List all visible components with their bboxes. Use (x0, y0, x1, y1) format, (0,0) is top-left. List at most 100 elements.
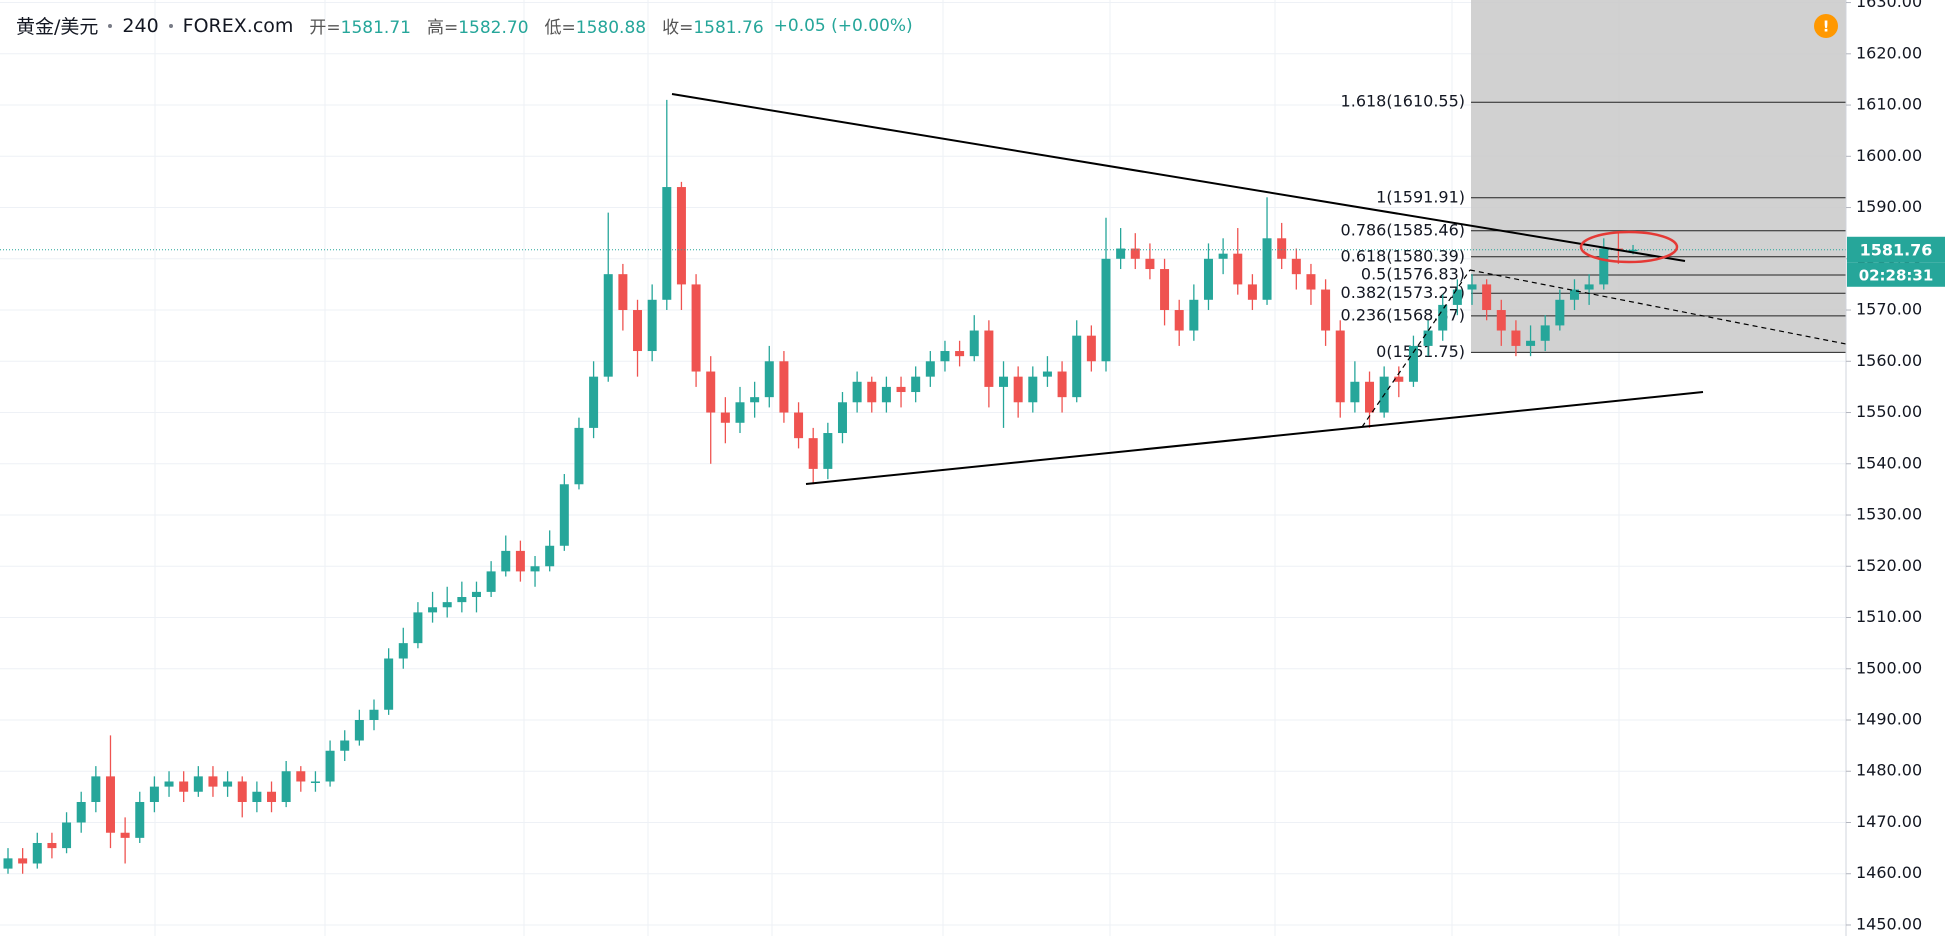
candle-body (706, 371, 716, 413)
fibonacci: 1.618(1610.55) 1(1591.91) 0.786(1585.46) 0.… (1341, 0, 1846, 361)
dashed-line (1469, 269, 1847, 345)
candle-body (91, 776, 101, 802)
candle-body (633, 310, 643, 352)
alert-mark[interactable]: ! (1823, 18, 1830, 36)
time-grid (154, 0, 1620, 936)
dashed-line (1361, 269, 1471, 428)
alert[interactable]: ! (1814, 14, 1838, 38)
fib-label: 1.618(1610.55) (1341, 92, 1465, 111)
candle-body (340, 740, 350, 751)
candle-body (955, 351, 965, 357)
ohlc-value: 1581.71 (340, 18, 411, 38)
candle-body (428, 607, 438, 613)
candle-body (442, 602, 452, 608)
candle-body (471, 591, 481, 598)
axis-bg (1846, 0, 1945, 936)
candle-body (691, 284, 701, 372)
candle-body (310, 781, 320, 783)
candle-body (1042, 371, 1052, 377)
candle-body (354, 720, 364, 741)
source: FOREX.com (182, 14, 294, 37)
candle-body (105, 776, 115, 833)
candle-body (281, 771, 291, 802)
symbol[interactable]: 黄金/美元 (16, 16, 99, 38)
candle-body (486, 571, 496, 592)
ohlc-open: 开=1581.71 (309, 13, 411, 38)
fib-label: 1(1591.91) (1376, 187, 1465, 206)
candle-body (1277, 238, 1287, 259)
candle-body (149, 786, 159, 802)
price-tag-label: 1581.76 (1860, 240, 1933, 259)
countdown-label: 02:28:31 (1859, 266, 1934, 284)
y-tick-label: 1490.00 (1856, 710, 1922, 729)
fib-label: 0.5(1576.83) (1361, 265, 1465, 284)
y-tick-label: 1480.00 (1856, 761, 1922, 780)
candle-body (515, 550, 525, 572)
candle-body (3, 858, 13, 869)
candle-body (1628, 249, 1638, 252)
candle-body (1321, 289, 1331, 331)
candle-body (1086, 335, 1096, 362)
candle-body (969, 330, 979, 357)
candle-body (896, 386, 906, 393)
candle-body (1452, 289, 1462, 305)
candle-body (1116, 248, 1126, 259)
candle-body (1013, 376, 1023, 403)
candle-body (179, 781, 189, 792)
fib-zone (1471, 0, 1846, 353)
fib-label: 0.382(1573.27) (1341, 283, 1465, 302)
candle-body (925, 361, 935, 377)
candle-body (135, 801, 145, 838)
separator (108, 23, 113, 28)
candle-body (1130, 248, 1140, 259)
y-tick-label: 1470.00 (1856, 812, 1922, 831)
y-tick-label: 1460.00 (1856, 863, 1922, 882)
candle-body (1526, 340, 1536, 346)
ohlc-value: 1582.70 (458, 18, 529, 38)
price-tag (1847, 236, 1945, 263)
candle-body (808, 438, 818, 469)
trend-line (805, 391, 1704, 485)
candle-body (457, 597, 467, 603)
candle-body (1057, 371, 1067, 398)
candle-body (120, 832, 130, 838)
candle-body (1350, 381, 1360, 403)
candle-body (325, 750, 335, 782)
candle-body (647, 299, 657, 352)
candle-body (735, 402, 745, 423)
candle-body (1467, 284, 1477, 290)
alert-icon[interactable] (1814, 14, 1838, 38)
y-tick-label: 1590.00 (1856, 197, 1922, 216)
candle-body (1101, 258, 1111, 362)
ohlc-key: 收= (662, 18, 694, 38)
candle-body (999, 376, 1009, 387)
change: +0.05 (+0.00%) (773, 15, 913, 36)
y-tick-label: 1500.00 (1856, 658, 1922, 677)
candle-body (1072, 335, 1082, 398)
candle-body (384, 658, 394, 710)
candle-body (603, 274, 613, 377)
candle-body (1335, 330, 1345, 403)
fib-label: 0.786(1585.46) (1341, 220, 1465, 239)
candle-body (545, 545, 555, 567)
ohlc-key: 低= (544, 18, 576, 38)
candle-body (62, 822, 72, 849)
candle-body (296, 771, 306, 782)
candle-body (1599, 248, 1609, 285)
ohlc-key: 高= (426, 18, 459, 38)
candle-body (530, 566, 540, 572)
candle-body (1482, 284, 1492, 311)
trend-line (671, 93, 1686, 262)
candle-body (1174, 310, 1184, 331)
candle-body (720, 412, 730, 423)
interval[interactable]: 240 (122, 14, 159, 37)
candle-body (589, 376, 599, 428)
candle-body (237, 781, 247, 802)
ohlc-close: 收=1581.76 (662, 13, 764, 38)
fib-label: 0.236(1568.87) (1341, 305, 1465, 324)
candle-body (1555, 299, 1565, 326)
ohlc-high: 高=1582.70 (427, 13, 529, 38)
candle-body (1218, 253, 1228, 259)
